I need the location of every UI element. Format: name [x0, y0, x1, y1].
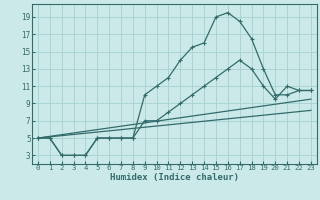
X-axis label: Humidex (Indice chaleur): Humidex (Indice chaleur) — [110, 173, 239, 182]
